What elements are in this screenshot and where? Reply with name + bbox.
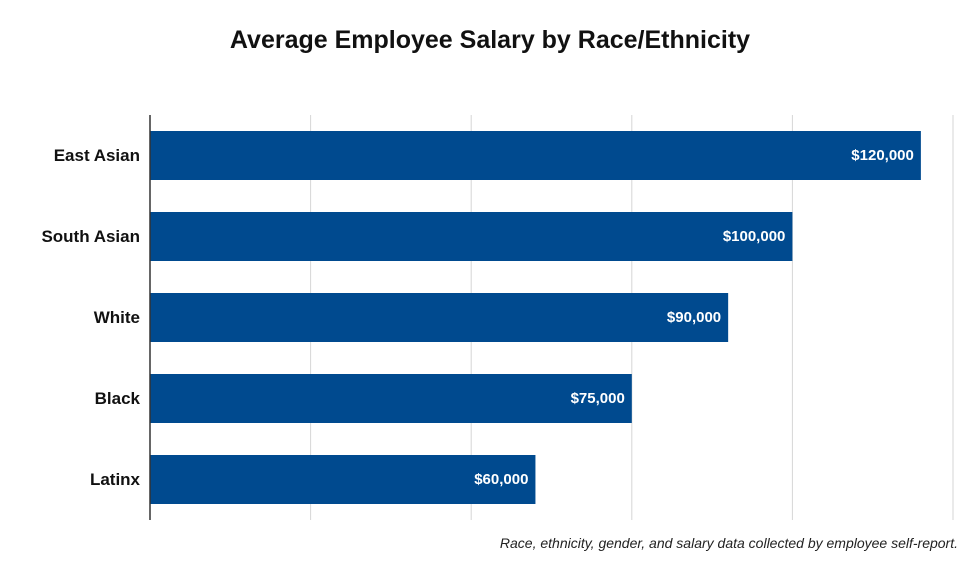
category-label-east-asian: East Asian	[54, 146, 140, 165]
value-label-south-asian: $100,000	[723, 228, 786, 245]
bar-white	[150, 293, 729, 342]
category-label-south-asian: South Asian	[41, 227, 140, 246]
value-labels: $120,000 $100,000 $90,000 $75,000 $60,000	[474, 147, 914, 488]
footnote: Race, ethnicity, gender, and salary data…	[499, 535, 958, 551]
bar-black	[150, 374, 632, 423]
bar-south-asian	[150, 212, 793, 261]
bars	[150, 131, 921, 504]
category-labels: East Asian South Asian White Black Latinx	[41, 146, 140, 489]
bar-latinx	[150, 455, 536, 504]
category-label-black: Black	[95, 389, 141, 408]
value-label-east-asian: $120,000	[851, 147, 914, 164]
bar-east-asian	[150, 131, 921, 180]
value-label-white: $90,000	[667, 309, 721, 326]
value-label-latinx: $60,000	[474, 471, 528, 488]
category-label-latinx: Latinx	[90, 470, 141, 489]
category-label-white: White	[94, 308, 140, 327]
value-label-black: $75,000	[571, 390, 625, 407]
chart-title: Average Employee Salary by Race/Ethnicit…	[229, 26, 751, 54]
